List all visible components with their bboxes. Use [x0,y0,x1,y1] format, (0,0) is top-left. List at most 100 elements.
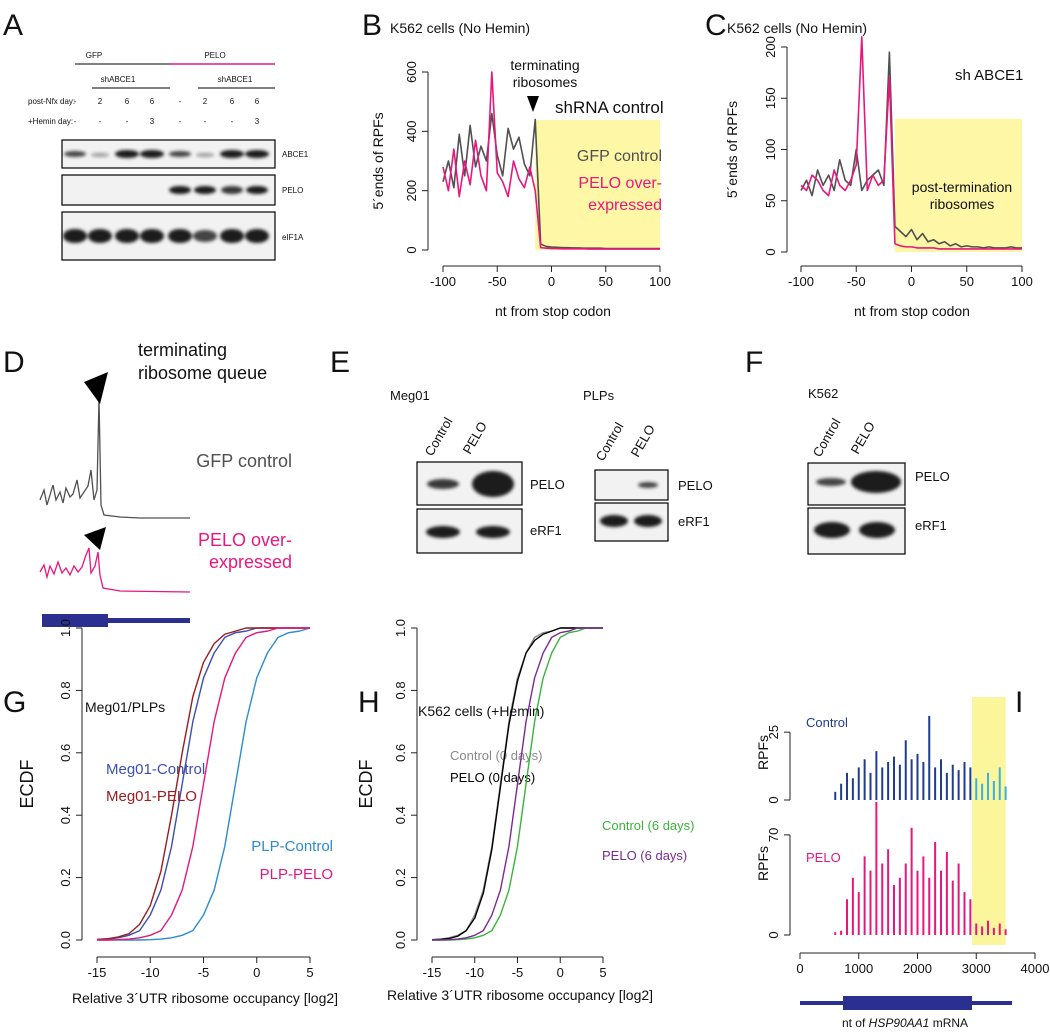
gene-cds [843,996,972,1010]
line [432,627,603,941]
lane-label: 3 [255,117,260,126]
blot-label: eRF1 [678,514,710,529]
legend-label: PELO [806,850,841,865]
lane-label: - [99,117,102,126]
x-tick-label: 4000 [1021,961,1050,976]
legend-label: PLP-Control [251,838,333,855]
x-tick-label: 2000 [903,961,932,976]
line [431,627,603,941]
legend-label: PELO (6 days) [602,848,687,863]
y-tick-label: 0.0 [393,931,408,949]
x-axis-label: nt from stop codon [495,303,611,319]
x-tick-label: -50 [847,274,866,289]
panel-letter: G [3,686,26,719]
x-tick-label: -10 [141,965,160,980]
column-label: Control [422,415,456,459]
x-tick-label: 100 [1011,274,1033,289]
lane-label: 2 [98,97,103,106]
x-tick-label: -100 [430,274,456,289]
column-label: Control [593,420,627,464]
x-tick-label: 0 [557,965,564,980]
x-axis-label: nt of HSP90AA1 mRNA [842,1016,968,1030]
chart-title: K562 cells (+Hemin) [418,703,544,719]
column-label: Control [810,416,844,460]
x-tick-label: -10 [465,965,484,980]
trace-label: GFP control [196,451,292,471]
x-tick-label: -5 [198,965,210,980]
blot-label: eRF1 [530,523,562,538]
legend-label: Control [806,715,848,730]
y-tick-label: 200 [763,36,778,58]
line [97,627,311,941]
y-tick-label: 70 [766,828,781,842]
arrowhead [84,527,106,550]
y-tick-label: 0.4 [393,806,408,824]
panel-letter: I [1015,686,1023,719]
blot-label: PELO [678,478,713,493]
arrowhead [527,96,539,112]
column-label: PELO [460,419,490,457]
x-tick-label: 50 [960,274,974,289]
x-tick-label: 0 [548,274,555,289]
y-tick-label: 0.2 [393,869,408,887]
y-tick-label: 0.6 [393,744,408,762]
line [96,627,310,941]
y-axis-label: 5´ends of RPFs [724,101,740,198]
annotation-line: terminating [510,57,579,73]
y-tick-label: 0 [763,248,778,255]
panel-letter: A [3,9,23,42]
y-tick-label: 150 [763,87,778,109]
panel-letter: F [745,346,763,379]
lane-label: 3 [150,117,155,126]
x-tick-label: -15 [423,965,442,980]
panel-letter: D [3,346,25,379]
bands [63,150,269,243]
shrna-label: shABCE1 [101,75,136,84]
y-tick-label: 0 [766,931,781,938]
y-axis-label: RPFs [755,735,771,770]
blot-label: eRF1 [915,518,947,533]
annotation-line: terminating [138,340,227,360]
lane-label: - [204,117,207,126]
annotation: sh ABCE1 [955,67,1023,84]
arrowhead [84,372,108,404]
legend-label: Control (0 days) [450,748,542,763]
row-label: +Hemin day: [28,117,73,126]
bands [426,471,901,538]
legend-label: GFP control [577,148,662,165]
lane-label: - [126,117,129,126]
trace [39,547,191,593]
highlight [535,120,660,250]
column-label: PELO [848,419,878,457]
lane-label: 6 [125,97,130,106]
x-tick-label: 0 [908,274,915,289]
y-axis-label: ECDF [17,759,37,808]
x-axis-label: nt from stop codon [854,303,970,319]
chart-title: K562 cells (No Hemin) [390,20,530,36]
y-tick-label: 0.6 [58,744,73,762]
annotation: shRNA control [555,98,664,117]
y-tick-label: 1.0 [393,619,408,637]
group-label: GFP [86,51,102,60]
x-axis-label: Relative 3´UTR ribosome occupancy [log2] [387,987,653,1003]
y-tick-label: 1.0 [58,619,73,637]
trace [39,397,190,519]
chart-title: Meg01/PLPs [85,699,165,715]
trace-label: PELO over-expressed [198,530,292,572]
legend-label: PELO (0 days) [450,770,535,785]
blot [61,174,276,206]
row-label: post-Nfx day: [28,97,75,106]
lane-label: - [74,97,77,106]
y-axis-label: RPFs [755,846,771,881]
panel-letter: H [358,686,380,719]
annotation-line: ribosomes [513,74,578,90]
line [442,71,660,250]
legend-label: PELO over-expressed [578,175,662,214]
annotation-line: post-termination [912,179,1012,195]
y-tick-label: 0.4 [58,806,73,824]
line [800,35,1022,250]
trace-label-line: expressed [209,552,292,572]
y-tick-label: 0 [766,796,781,803]
cell-line: Meg01 [390,388,430,403]
blot-label: eIF1A [282,233,304,242]
